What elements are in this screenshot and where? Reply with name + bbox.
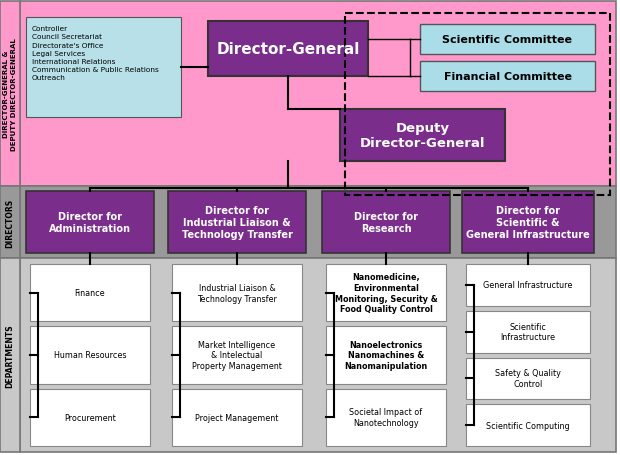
Text: Director for
Scientific &
General Infrastructure: Director for Scientific & General Infras… [466, 206, 590, 239]
Text: DIRECTOR-GENERAL &
DEPUTY DIRECTOR-GENERAL: DIRECTOR-GENERAL & DEPUTY DIRECTOR-GENER… [3, 38, 17, 151]
Text: General Infrastructure: General Infrastructure [484, 281, 573, 290]
Bar [340, 110, 505, 162]
Text: Finance: Finance [74, 288, 105, 298]
Bar [30, 389, 150, 446]
Bar [466, 311, 590, 353]
Text: Director for
Administration: Director for Administration [49, 212, 131, 233]
Bar [322, 192, 450, 253]
Bar [326, 389, 446, 446]
Text: Nanomedicine,
Environmental
Monitoring, Security &
Food Quality Control: Nanomedicine, Environmental Monitoring, … [335, 273, 437, 313]
Bar [172, 264, 302, 322]
Text: Scientific Committee: Scientific Committee [443, 35, 572, 45]
Bar [420, 25, 595, 55]
Bar [20, 258, 616, 452]
Text: Safety & Quality
Control: Safety & Quality Control [495, 369, 561, 389]
Bar [172, 389, 302, 446]
Bar [462, 192, 594, 253]
Text: DIRECTORS: DIRECTORS [6, 198, 14, 247]
Bar [326, 327, 446, 384]
Text: Director-General: Director-General [216, 42, 360, 57]
Text: Procurement: Procurement [64, 413, 116, 422]
Bar [168, 192, 306, 253]
Text: Industrial Liaison &
Technology Transfer: Industrial Liaison & Technology Transfer [197, 283, 277, 303]
Bar [20, 187, 616, 258]
Bar [30, 327, 150, 384]
Text: Controller
Council Secretariat
Directorate's Office
Legal Services
International: Controller Council Secretariat Directora… [32, 26, 159, 81]
Bar [466, 264, 590, 306]
Bar [0, 2, 20, 187]
Text: DEPARTMENTS: DEPARTMENTS [6, 324, 14, 387]
Text: Nanoelectronics
Nanomachines &
Nanomanipulation: Nanoelectronics Nanomachines & Nanomanip… [344, 340, 428, 370]
Text: Scientific
Infrastructure: Scientific Infrastructure [500, 322, 556, 342]
Text: Financial Committee: Financial Committee [443, 72, 572, 82]
Bar [466, 358, 590, 399]
Bar [420, 62, 595, 92]
Bar [466, 404, 590, 446]
Text: Societal Impact of
Nanotechnology: Societal Impact of Nanotechnology [350, 408, 423, 427]
Text: Director for
Research: Director for Research [354, 212, 418, 233]
Bar [345, 14, 610, 196]
Bar [326, 264, 446, 322]
Bar [30, 264, 150, 322]
Bar [0, 187, 20, 258]
Text: Market Intelligence
& Intelectual
Property Management: Market Intelligence & Intelectual Proper… [192, 340, 282, 370]
Bar [20, 2, 616, 187]
Bar [26, 192, 154, 253]
Text: Human Resources: Human Resources [54, 351, 126, 360]
Bar [0, 258, 20, 452]
Text: Project Management: Project Management [195, 413, 278, 422]
Text: Scientific Computing: Scientific Computing [486, 421, 570, 430]
Bar [26, 18, 181, 118]
Text: Deputy
Director-General: Deputy Director-General [360, 121, 485, 150]
Bar [172, 327, 302, 384]
Bar [208, 22, 368, 77]
Text: Director for
Industrial Liaison &
Technology Transfer: Director for Industrial Liaison & Techno… [182, 206, 293, 239]
